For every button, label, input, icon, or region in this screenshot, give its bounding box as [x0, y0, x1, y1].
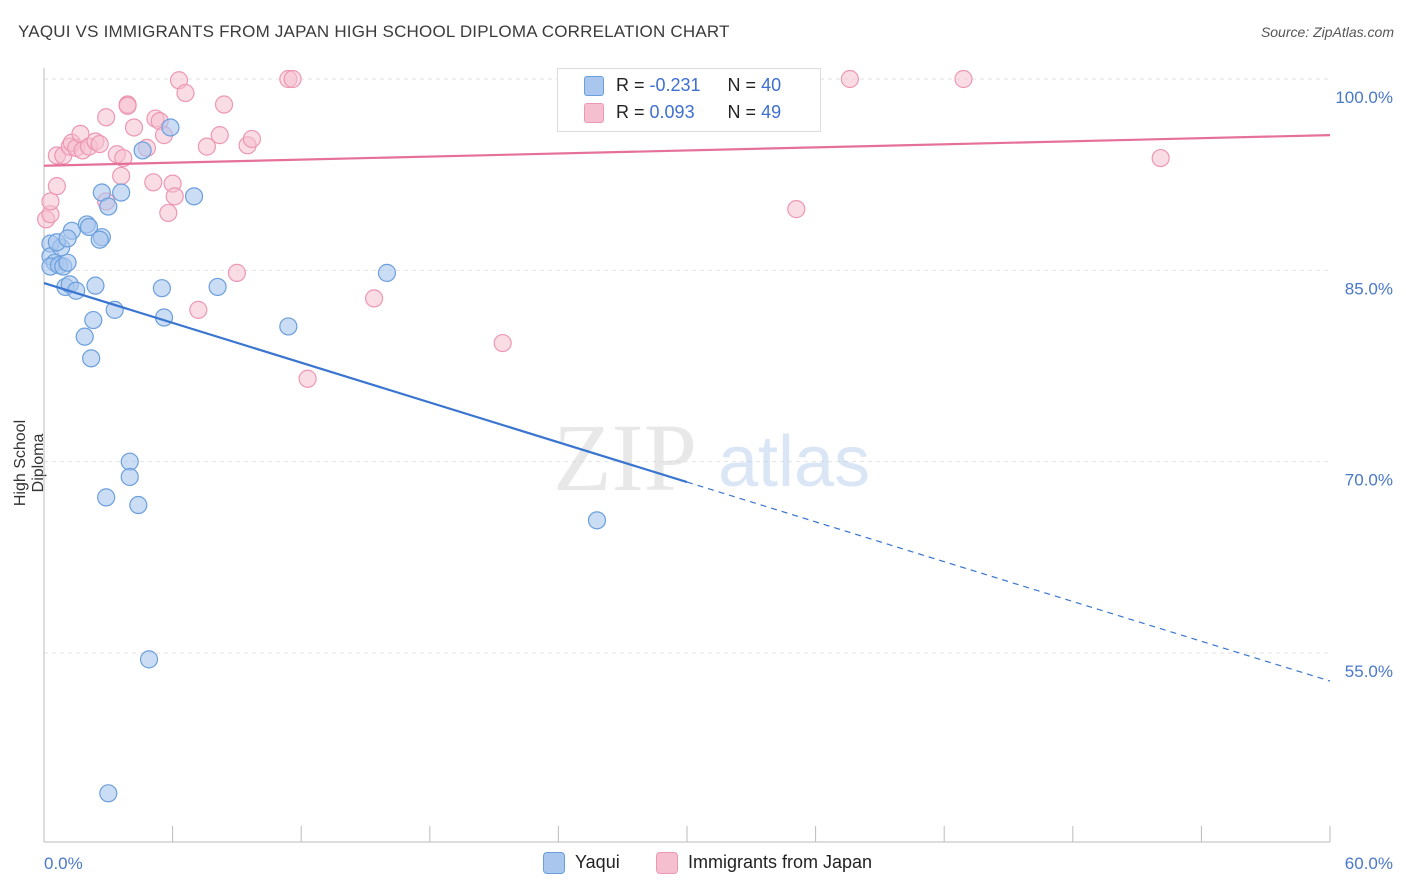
yaqui-point [90, 230, 109, 249]
japan-point [214, 95, 234, 114]
yaqui-point [79, 217, 99, 237]
japan-point [298, 369, 317, 388]
legend-japan-r-value: 0.093 [649, 102, 695, 122]
japan-point [283, 69, 302, 89]
yaqui-point [99, 197, 118, 216]
legend-japan-n-value: 49 [761, 102, 782, 122]
yaqui-trend-line [43, 282, 688, 484]
yaqui-points [41, 118, 607, 803]
yaqui-point [377, 263, 397, 282]
yaqui-point [161, 118, 180, 137]
source-label: Source: ZipAtlas.com [1260, 24, 1394, 40]
yaqui-swatch [584, 76, 604, 97]
legend-yaqui-r-value: -0.231 [649, 75, 701, 95]
yaqui-point [97, 488, 116, 507]
x-tick-label-min: 0.0% [44, 854, 83, 873]
yaqui-point [99, 784, 118, 803]
japan-point [144, 173, 163, 192]
yaqui-point [86, 276, 105, 295]
yaqui-point [279, 317, 298, 336]
japan-point [1151, 148, 1170, 168]
stats-legend: R = -0.231 N = 40 R = 0.093 N = 49 [557, 68, 821, 132]
legend-row-yaqui: R = -0.231 N = 40 [584, 75, 781, 99]
japan-point [954, 69, 973, 89]
japan-point [787, 200, 806, 219]
japan-point [364, 289, 384, 308]
yaqui-legend-label: Yaqui [575, 852, 620, 872]
japan-point [47, 177, 66, 196]
japan-point [189, 300, 208, 319]
japan-point [176, 83, 195, 103]
y-tick-label: 85.0% [1345, 279, 1393, 298]
japan-point [165, 187, 184, 206]
yaqui-point [152, 279, 171, 298]
legend-r-label: R = [616, 102, 645, 122]
watermark: ZIP atlas [553, 404, 870, 511]
watermark-atlas: atlas [718, 422, 870, 502]
legend-n-label: N = [727, 102, 757, 122]
japan-legend-swatch [656, 852, 678, 875]
yaqui-point [120, 467, 139, 487]
japan-point [493, 333, 512, 353]
watermark-zip: ZIP [553, 404, 697, 511]
legend-row-japan: R = 0.093 N = 49 [584, 102, 781, 126]
japan-point [124, 118, 144, 137]
yaqui-point [58, 229, 77, 248]
y-tick-label: 70.0% [1345, 471, 1393, 490]
japan-point [197, 137, 216, 156]
japan-trend-line [43, 134, 1331, 167]
yaqui-point [75, 327, 94, 346]
japan-point [227, 263, 246, 282]
yaqui-point [184, 187, 204, 206]
bottom-legend-yaqui: Yaqui [543, 852, 620, 875]
japan-point [242, 129, 262, 149]
japan-point [114, 148, 133, 168]
yaqui-point [112, 183, 131, 202]
yaqui-point [133, 141, 152, 160]
japan-legend-label: Immigrants from Japan [688, 852, 873, 872]
yaqui-point [139, 650, 159, 669]
yaqui-point [208, 277, 227, 297]
legend-yaqui-n-value: 40 [761, 75, 782, 95]
japan-point [90, 134, 109, 154]
yaqui-point [58, 253, 77, 272]
japan-points [37, 69, 1170, 388]
y-tick-label: 100.0% [1335, 88, 1393, 107]
japan-point [112, 166, 131, 186]
yaqui-point [120, 452, 139, 471]
chart-title: YAQUI VS IMMIGRANTS FROM JAPAN HIGH SCHO… [18, 22, 730, 41]
japan-point [840, 69, 859, 89]
tick-labels: 100.0% 85.0% 70.0% 55.0% 0.0% 60.0% [44, 88, 1393, 873]
yaqui-point [587, 511, 607, 530]
yaqui-point [129, 495, 148, 515]
bottom-legend-japan: Immigrants from Japan [656, 852, 873, 875]
japan-point [41, 192, 60, 211]
japan-point [210, 126, 229, 145]
japan-point [118, 96, 137, 115]
yaqui-point [82, 349, 101, 368]
yaqui-point [84, 310, 103, 330]
x-tick-label-max: 60.0% [1345, 854, 1393, 873]
japan-point [159, 203, 178, 223]
yaqui-trend-extension [686, 481, 1331, 682]
yaqui-legend-swatch [543, 852, 565, 875]
legend-r-label: R = [616, 75, 645, 95]
gridlines [44, 78, 1330, 654]
y-tick-label: 55.0% [1345, 662, 1393, 681]
japan-point [97, 108, 116, 127]
trend-lines [43, 134, 1331, 682]
legend-n-label: N = [727, 75, 757, 95]
japan-swatch [584, 103, 604, 124]
